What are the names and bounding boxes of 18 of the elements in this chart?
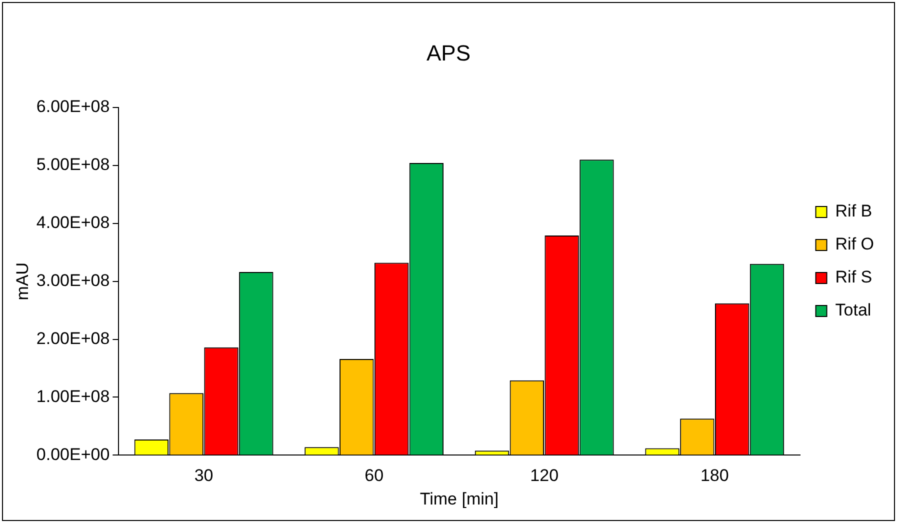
y-tick-label: 3.00E+08 [36, 270, 110, 290]
y-axis-title: mAU [12, 262, 32, 300]
y-tick-label: 6.00E+08 [36, 97, 110, 116]
x-tick-label: 180 [700, 466, 729, 486]
x-tick-label: 30 [194, 466, 214, 486]
y-tick-label: 2.00E+08 [36, 328, 110, 348]
x-tick-label: 120 [530, 466, 559, 486]
y-tick-label: 5.00E+08 [36, 155, 110, 174]
y-tick-label: 4.00E+08 [36, 213, 110, 232]
x-tick-label: 60 [364, 466, 384, 486]
legend-label: Total [835, 300, 872, 320]
legend-label: Rif S [835, 268, 872, 287]
y-tick-label: 1.00E+08 [36, 386, 110, 406]
chart-title: APS [426, 40, 471, 66]
legend-label: Rif O [835, 234, 874, 254]
y-tick-label: 0.00E+00 [36, 444, 110, 464]
x-axis-title: Time [min] [420, 489, 499, 508]
legend-label: Rif B [835, 202, 872, 221]
